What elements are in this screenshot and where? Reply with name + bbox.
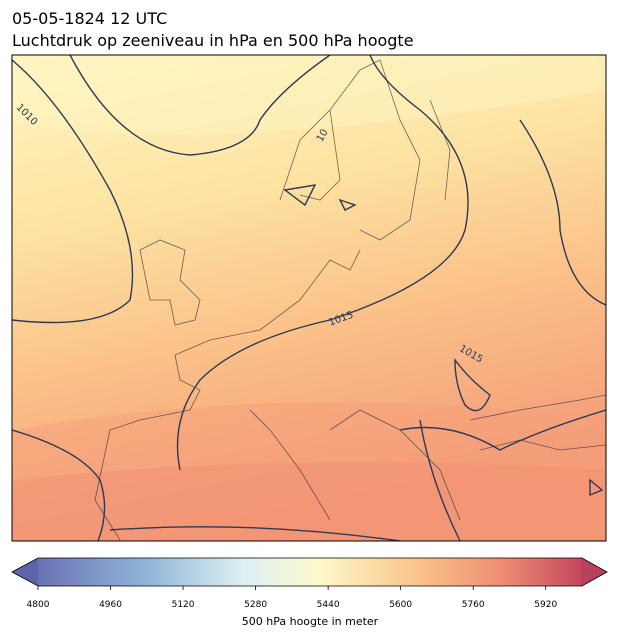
title: 05-05-1824 12 UTC	[12, 9, 167, 28]
colorbar-tick-label: 4960	[99, 600, 122, 610]
colorbar-tick-label: 5120	[172, 600, 195, 610]
colorbar-tick-label: 5760	[462, 600, 485, 610]
map: 1010 10 1015 1015	[12, 55, 606, 541]
colorbar-label: 500 hPa hoogte in meter	[242, 615, 379, 628]
colorbar-tick-label: 5440	[317, 600, 340, 610]
colorbar-tick-label: 4800	[27, 600, 50, 610]
colorbar	[11, 557, 608, 587]
map-frame	[11, 54, 607, 542]
colorbar-tick-label: 5600	[389, 600, 412, 610]
colorbar-tick-label: 5920	[534, 600, 557, 610]
colorbar-tick-label: 5280	[244, 600, 267, 610]
subtitle: Luchtdruk op zeeniveau in hPa en 500 hPa…	[12, 31, 414, 50]
